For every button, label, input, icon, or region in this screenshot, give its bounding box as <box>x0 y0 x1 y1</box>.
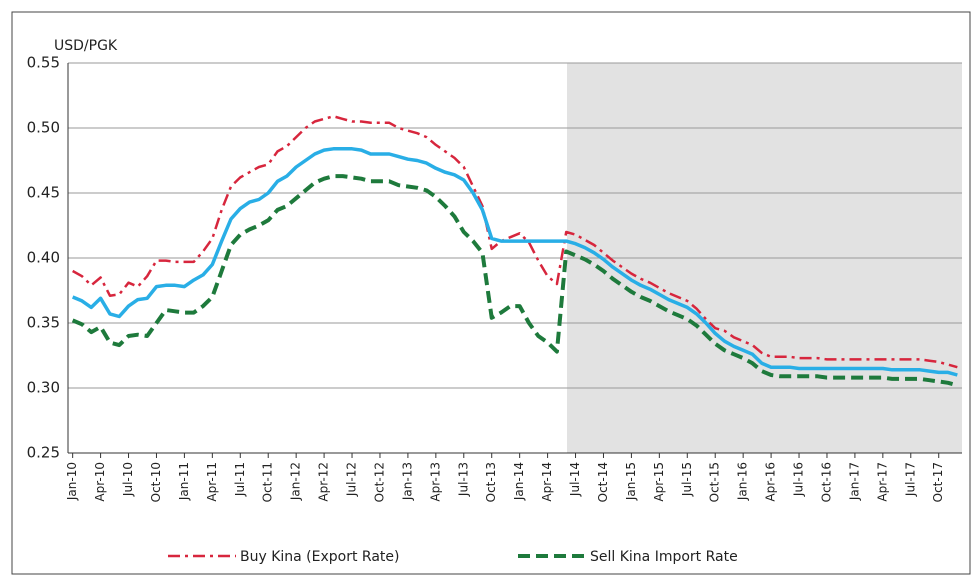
x-tick-label: Oct-13 <box>484 462 498 502</box>
x-tick-label: Jul-14 <box>568 462 582 497</box>
y-tick-label: 0.35 <box>27 314 60 332</box>
x-tick-label: Oct-17 <box>931 462 945 502</box>
x-tick-label: Apr-15 <box>652 462 666 502</box>
legend-label: Sell Kina Import Rate <box>590 549 738 565</box>
x-tick-label: Oct-16 <box>819 462 833 502</box>
y-tick-label: 0.55 <box>27 54 60 72</box>
y-tick-label: 0.25 <box>27 444 60 462</box>
x-tick-label: Oct-12 <box>372 462 386 502</box>
x-tick-label: Jul-15 <box>680 462 694 497</box>
x-tick-label: Apr-13 <box>428 462 442 502</box>
x-tick-label: Jan-11 <box>177 462 191 501</box>
legend-label: Buy Kina (Export Rate) <box>240 549 400 565</box>
x-tick-label: Apr-16 <box>764 462 778 502</box>
x-tick-label: Jan-15 <box>624 462 638 501</box>
line-series <box>71 174 958 388</box>
x-tick-label: Oct-15 <box>708 462 722 502</box>
x-tick-label: Jan-10 <box>65 462 79 501</box>
y-tick-label: 0.45 <box>27 184 60 202</box>
x-tick-label: Jul-16 <box>792 462 806 497</box>
x-tick-label: Jul-13 <box>456 462 470 497</box>
x-tick-label: Jul-11 <box>233 462 247 497</box>
x-tick-label: Oct-14 <box>596 462 610 502</box>
y-axis-label: USD/PGK <box>54 38 118 54</box>
x-tick-label: Apr-17 <box>875 462 889 502</box>
x-tick-label: Oct-10 <box>149 462 163 502</box>
x-tick-label: Jan-13 <box>400 462 414 501</box>
x-tick-label: Jan-12 <box>289 462 303 501</box>
x-tick-label: Jan-17 <box>847 462 861 501</box>
x-tick-label: Jul-17 <box>903 462 917 497</box>
x-tick-label: Apr-11 <box>205 462 219 502</box>
x-tick-label: Jul-12 <box>345 462 359 497</box>
y-tick-label: 0.50 <box>27 119 60 137</box>
x-tick-label: Apr-14 <box>540 462 554 502</box>
y-tick-label: 0.30 <box>27 379 60 397</box>
x-tick-label: Jan-16 <box>736 462 750 501</box>
x-tick-label: Apr-10 <box>93 462 107 502</box>
x-tick-label: Jan-14 <box>512 462 526 501</box>
line-series <box>71 147 958 377</box>
x-tick-label: Apr-12 <box>317 462 331 502</box>
x-tick-label: Jul-10 <box>121 462 135 497</box>
chart-frame <box>11 11 971 575</box>
y-tick-label: 0.40 <box>27 249 60 267</box>
line-series <box>72 115 958 369</box>
x-tick-label: Oct-11 <box>261 462 275 502</box>
